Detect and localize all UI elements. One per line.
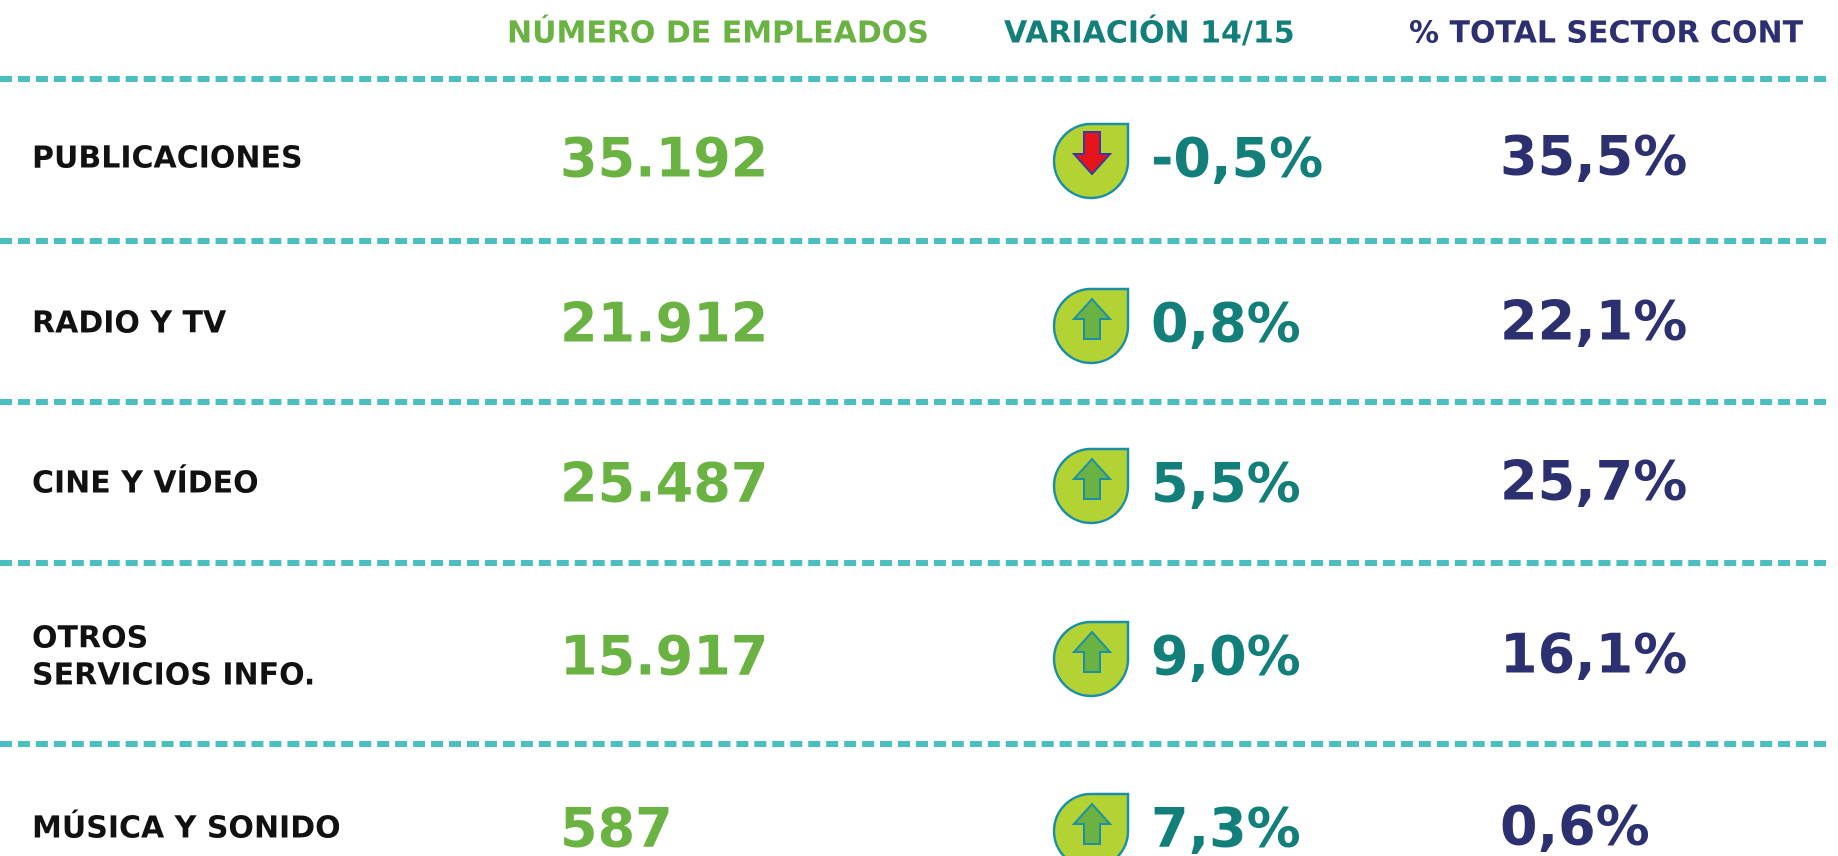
- variation: 7,3%: [1151, 796, 1301, 856]
- trend-icon: [1052, 620, 1130, 698]
- employees: 587: [560, 796, 673, 856]
- column-header: VARIACIÓN 14/15: [1004, 15, 1295, 51]
- variation: 9,0%: [1151, 624, 1301, 688]
- variation: 0,8%: [1151, 291, 1301, 355]
- share: 16,1%: [1500, 622, 1688, 686]
- variation: 5,5%: [1151, 451, 1301, 515]
- row-label: MÚSICA Y SONIDO: [32, 810, 341, 846]
- trend-icon: [1052, 792, 1130, 856]
- trend-icon: [1052, 122, 1130, 200]
- divider: [0, 76, 1826, 82]
- employees: 15.917: [560, 624, 769, 688]
- share: 0,6%: [1500, 794, 1650, 856]
- variation: -0,5%: [1151, 126, 1324, 190]
- column-header: NÚMERO DE EMPLEADOS: [507, 15, 929, 51]
- share: 25,7%: [1500, 449, 1688, 513]
- share: 35,5%: [1500, 124, 1688, 188]
- employees: 21.912: [560, 291, 769, 355]
- divider: [0, 560, 1826, 566]
- row-label: CINE Y VÍDEO: [32, 465, 259, 501]
- row-label: SERVICIOS INFO.: [32, 657, 316, 692]
- employees: 35.192: [560, 126, 769, 190]
- employees: 25.487: [560, 451, 769, 515]
- trend-icon: [1052, 447, 1130, 525]
- row-label: RADIO Y TV: [32, 305, 227, 341]
- divider: [0, 238, 1826, 244]
- trend-icon: [1052, 287, 1130, 365]
- row-label: OTROS: [32, 620, 149, 655]
- share: 22,1%: [1500, 289, 1688, 353]
- row-label: PUBLICACIONES: [32, 140, 303, 176]
- divider: [0, 741, 1826, 747]
- column-header: % TOTAL SECTOR CONT: [1409, 15, 1804, 51]
- divider: [0, 399, 1826, 405]
